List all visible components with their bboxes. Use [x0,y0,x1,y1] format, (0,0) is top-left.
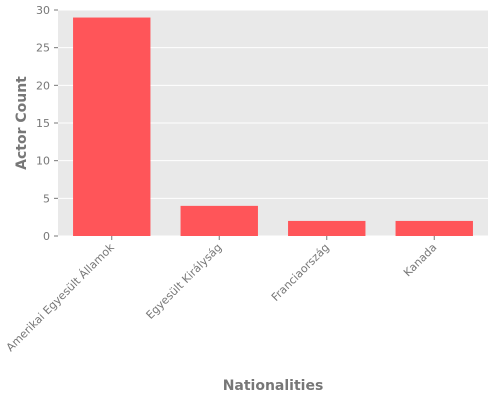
bar [288,220,366,236]
bars [73,17,473,237]
bar [180,205,258,236]
x-axis-title: Nationalities [223,378,324,394]
y-tick-label: 20 [36,79,50,92]
y-tick-label: 15 [36,117,50,130]
x-tick-label: Egyesült Királyság [144,241,225,322]
x-tick-label: Kanada [401,241,439,279]
y-tick-label: 5 [43,192,50,205]
y-axis-title: Actor Count [14,76,30,170]
x-tick-label: Franciaország [269,241,332,304]
y-axis-ticks: 0 5 10 15 20 25 30 [36,4,58,243]
y-tick-label: 30 [36,4,50,17]
y-tick-label: 25 [36,42,50,55]
y-tick-label: 10 [36,155,50,168]
bar [395,220,473,236]
x-axis-ticks: Amerikai Egyesült Államok Egyesült Király… [4,236,439,354]
x-tick-label: Amerikai Egyesült Államok [4,240,118,354]
bar [73,17,151,237]
y-tick-label: 0 [43,230,50,243]
